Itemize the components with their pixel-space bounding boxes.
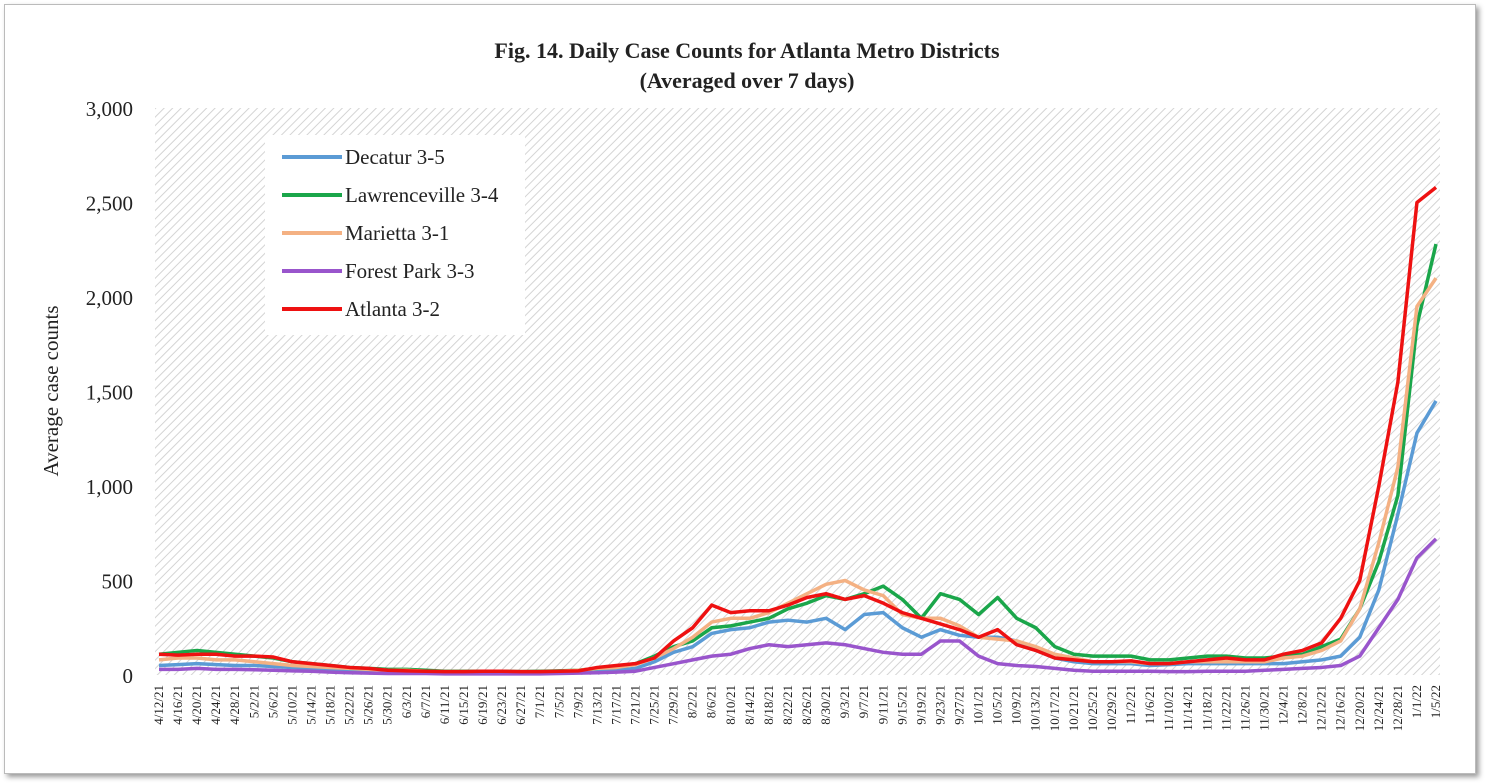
series-line <box>158 186 1438 674</box>
x-tick-label: 7/5/21 <box>551 685 566 718</box>
x-tick-label: 10/29/21 <box>1104 685 1119 731</box>
x-tick-label: 12/8/21 <box>1295 685 1310 725</box>
x-tick-label: 5/26/21 <box>361 685 376 725</box>
y-tick-label: 1,000 <box>86 475 133 499</box>
x-tick-label: 12/20/21 <box>1352 685 1367 731</box>
x-tick-label: 5/14/21 <box>303 685 318 725</box>
x-tick-label: 9/7/21 <box>856 685 871 718</box>
series-line <box>159 537 1438 676</box>
x-tick-label: 12/24/21 <box>1371 685 1386 731</box>
legend-label: Decatur 3-5 <box>345 145 445 169</box>
x-tick-label: 8/10/21 <box>723 685 738 725</box>
x-tick-label: 6/3/21 <box>399 685 414 718</box>
x-tick-label: 8/26/21 <box>799 685 814 725</box>
x-tick-label: 11/30/21 <box>1256 685 1271 731</box>
legend-label: Forest Park 3-3 <box>345 259 475 283</box>
x-tick-label: 7/1/21 <box>532 685 547 718</box>
x-tick-label: 10/5/21 <box>990 685 1005 725</box>
x-tick-label: 10/9/21 <box>1009 685 1024 725</box>
x-tick-label: 4/28/21 <box>227 685 242 725</box>
x-tick-label: 6/19/21 <box>475 685 490 725</box>
x-tick-label: 11/14/21 <box>1180 685 1195 731</box>
x-tick-label: 6/11/21 <box>437 685 452 724</box>
x-tick-label: 9/23/21 <box>932 685 947 725</box>
x-tick-label: 11/10/21 <box>1161 685 1176 731</box>
x-tick-label: 6/27/21 <box>513 685 528 725</box>
x-tick-label: 9/27/21 <box>952 685 967 725</box>
x-tick-label: 11/18/21 <box>1199 685 1214 731</box>
x-tick-label: 8/2/21 <box>685 685 700 718</box>
x-tick-label: 9/11/21 <box>875 685 890 724</box>
x-tick-label: 5/18/21 <box>323 685 338 725</box>
x-tick-label: 8/18/21 <box>761 685 776 725</box>
x-tick-label: 12/12/21 <box>1314 685 1329 731</box>
x-tick-label: 10/21/21 <box>1066 685 1081 731</box>
y-tick-label: 0 <box>123 664 134 688</box>
chart-subtitle: (Averaged over 7 days) <box>640 68 855 93</box>
x-tick-label: 4/20/21 <box>189 685 204 725</box>
x-tick-label: 10/13/21 <box>1028 685 1043 731</box>
x-tick-label: 10/25/21 <box>1085 685 1100 731</box>
y-tick-label: 500 <box>102 570 134 594</box>
x-tick-label: 1/5/22 <box>1428 685 1443 718</box>
chart-title: Fig. 14. Daily Case Counts for Atlanta M… <box>494 38 1000 63</box>
x-tick-label: 8/30/21 <box>818 685 833 725</box>
x-tick-label: 4/12/21 <box>151 685 166 725</box>
x-tick-label: 7/9/21 <box>570 685 585 718</box>
x-tick-label: 7/25/21 <box>647 685 662 725</box>
x-tick-label: 7/29/21 <box>666 685 681 725</box>
y-axis-label: Average case counts <box>39 305 63 476</box>
series-line <box>158 400 1438 675</box>
legend-label: Marietta 3-1 <box>345 221 449 245</box>
y-tick-label: 1,500 <box>86 381 133 405</box>
x-tick-label: 10/17/21 <box>1047 685 1062 731</box>
x-tick-label: 7/17/21 <box>608 685 623 725</box>
x-tick-label: 8/14/21 <box>742 685 757 725</box>
x-tick-label: 11/22/21 <box>1218 685 1233 731</box>
x-tick-label: 6/23/21 <box>494 685 509 725</box>
x-tick-label: 6/7/21 <box>418 685 433 718</box>
x-tick-label: 5/30/21 <box>380 685 395 725</box>
legend-label: Atlanta 3-2 <box>345 297 440 321</box>
y-tick-label: 2,000 <box>86 286 133 310</box>
x-tick-label: 5/6/21 <box>265 685 280 718</box>
x-tick-label: 12/16/21 <box>1333 685 1348 731</box>
x-tick-label: 5/2/21 <box>246 685 261 718</box>
x-tick-label: 5/10/21 <box>284 685 299 725</box>
x-tick-label: 8/22/21 <box>780 685 795 725</box>
x-tick-label: 11/26/21 <box>1237 685 1252 731</box>
x-tick-label: 12/4/21 <box>1276 685 1291 725</box>
x-tick-label: 4/16/21 <box>170 685 185 725</box>
x-tick-label: 10/1/21 <box>971 685 986 725</box>
x-tick-label: 12/28/21 <box>1390 685 1405 731</box>
x-tick-label: 11/2/21 <box>1123 685 1138 724</box>
y-tick-label: 3,000 <box>86 97 133 121</box>
x-tick-label: 11/6/21 <box>1142 685 1157 724</box>
x-tick-label: 8/6/21 <box>704 685 719 718</box>
x-tick-label: 7/21/21 <box>627 685 642 725</box>
x-tick-label: 9/3/21 <box>837 685 852 718</box>
x-tick-label: 4/24/21 <box>208 685 223 725</box>
y-tick-label: 2,500 <box>86 192 133 216</box>
x-tick-label: 1/1/22 <box>1409 685 1424 718</box>
legend-label: Lawrenceville 3-4 <box>345 183 499 207</box>
x-tick-label: 9/19/21 <box>913 685 928 725</box>
x-tick-label: 7/13/21 <box>589 685 604 725</box>
x-tick-label: 9/15/21 <box>894 685 909 725</box>
x-tick-label: 5/22/21 <box>342 685 357 725</box>
x-tick-label: 6/15/21 <box>456 685 471 725</box>
